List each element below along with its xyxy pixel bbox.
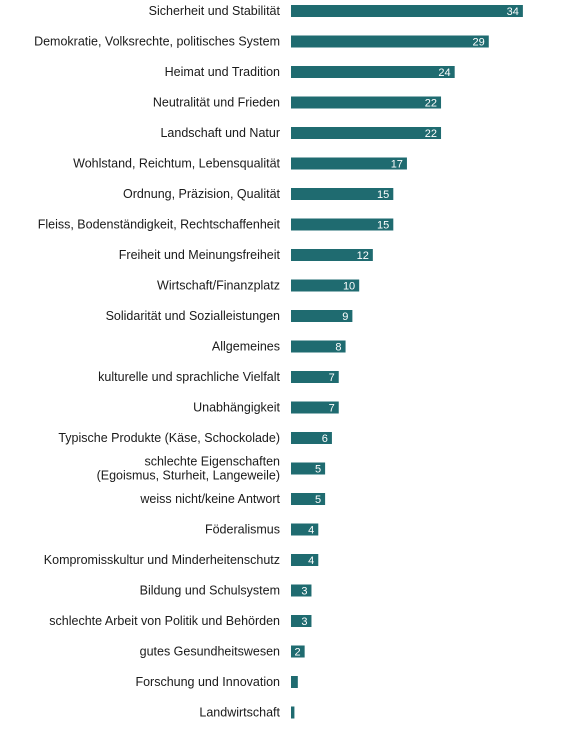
value-label-10: 9: [342, 311, 348, 323]
category-label-23: Landwirtschaft: [199, 706, 280, 720]
category-label-20: schlechte Arbeit von Politik und Behörde…: [49, 614, 280, 628]
value-label-18: 4: [308, 555, 314, 567]
category-label-6: Ordnung, Präzision, Qualität: [123, 187, 281, 201]
category-labels-group: Sicherheit und Stabilität Demokratie, Vol…: [34, 4, 280, 720]
bars-group: [291, 5, 523, 719]
bar-1: [291, 35, 489, 48]
bar-18: [291, 554, 319, 566]
bar-10: [291, 310, 353, 322]
bar-0: [291, 5, 523, 17]
category-label-16: weiss nicht/keine Antwort: [139, 492, 280, 506]
category-label-4: Landschaft und Natur: [160, 126, 280, 140]
bar-14: [291, 432, 332, 444]
value-label-20: 3: [301, 616, 307, 628]
bar-15: [291, 462, 326, 475]
value-labels-group: 34 29 24 22 22 17 15 15 12 10 9 8 7 7 6 5 5 4 4 3 3 2: [295, 6, 519, 659]
value-label-15: 5: [315, 464, 321, 476]
value-label-6: 15: [377, 189, 389, 201]
category-label-2: Heimat und Tradition: [165, 65, 280, 79]
category-label-14: Typische Produkte (Käse, Schockolade): [58, 431, 280, 445]
bar-2: [291, 66, 455, 78]
value-label-2: 24: [438, 67, 450, 79]
bar-16: [291, 493, 326, 505]
category-label-22: Forschung und Innovation: [135, 675, 280, 689]
category-label-8: Freiheit und Meinungsfreiheit: [119, 248, 281, 262]
category-label-11: Allgemeines: [212, 340, 280, 354]
value-label-7: 15: [377, 220, 389, 232]
bar-17: [291, 523, 319, 536]
category-label-7: Fleiss, Bodenständigkeit, Rechtschaffenh…: [38, 218, 281, 232]
category-label-5: Wohlstand, Reichtum, Lebensqualität: [73, 157, 280, 171]
bar-20: [291, 615, 312, 627]
value-label-12: 7: [329, 372, 335, 384]
value-label-17: 4: [308, 525, 314, 537]
value-label-14: 6: [322, 433, 328, 445]
value-label-19: 3: [301, 586, 307, 598]
category-label-21: gutes Gesundheitswesen: [140, 645, 280, 659]
bar-9: [291, 279, 360, 292]
category-label-0: Sicherheit und Stabilität: [149, 4, 281, 18]
bar-8: [291, 249, 373, 261]
value-label-8: 12: [357, 250, 369, 262]
category-label-10: Solidarität und Sozialleistungen: [106, 309, 280, 323]
value-label-16: 5: [315, 494, 321, 506]
bar-21: [291, 645, 305, 658]
category-label-1: Demokratie, Volksrechte, politisches Sys…: [34, 35, 280, 49]
value-label-5: 17: [391, 159, 403, 171]
bar-3: [291, 96, 442, 109]
bar-7: [291, 218, 394, 231]
bar-5: [291, 157, 407, 170]
value-label-4: 22: [425, 128, 437, 140]
bar-6: [291, 188, 394, 200]
category-label-12: kulturelle und sprachliche Vielfalt: [98, 370, 280, 384]
category-label-3: Neutralität und Frieden: [153, 96, 280, 110]
bar-11: [291, 340, 346, 353]
value-label-0: 34: [507, 6, 519, 18]
bar-13: [291, 401, 339, 414]
value-label-21: 2: [295, 647, 301, 659]
value-label-3: 22: [425, 98, 437, 110]
value-label-13: 7: [329, 403, 335, 415]
value-label-1: 29: [473, 37, 485, 49]
value-label-11: 8: [335, 342, 341, 354]
bar-23: [291, 706, 295, 719]
value-label-9: 10: [343, 281, 355, 293]
bar-22: [291, 676, 298, 688]
category-label-19: Bildung und Schulsystem: [140, 584, 280, 598]
bar-12: [291, 371, 339, 383]
bar-4: [291, 127, 442, 139]
category-label-9: Wirtschaft/Finanzplatz: [157, 279, 280, 293]
bar-19: [291, 584, 312, 597]
category-label-18: Kompromisskultur und Minderheitenschutz: [44, 553, 280, 567]
category-label-13: Unabhängigkeit: [193, 401, 280, 415]
category-label-17: Föderalismus: [205, 523, 280, 537]
category-label-15: schlechte Eigenschaften (Egoismus, Sturhe…: [97, 455, 280, 483]
